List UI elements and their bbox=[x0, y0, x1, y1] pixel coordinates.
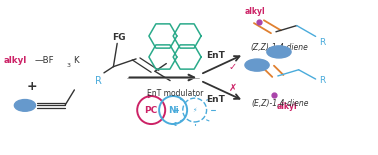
Text: K: K bbox=[73, 56, 79, 65]
Text: Ni: Ni bbox=[168, 106, 178, 115]
Text: EnT: EnT bbox=[206, 95, 225, 104]
Text: alkyl: alkyl bbox=[4, 56, 27, 65]
Text: alkyl: alkyl bbox=[245, 7, 265, 16]
Ellipse shape bbox=[14, 100, 36, 111]
Text: (Z,Z)-1,4-diene: (Z,Z)-1,4-diene bbox=[251, 43, 309, 52]
Text: FG: FG bbox=[112, 33, 126, 42]
FancyArrowPatch shape bbox=[173, 123, 176, 125]
Ellipse shape bbox=[245, 59, 269, 71]
Text: —BF: —BF bbox=[35, 56, 54, 65]
Text: ✓: ✓ bbox=[228, 62, 237, 72]
Text: ⚡: ⚡ bbox=[192, 108, 197, 113]
Text: ✗: ✗ bbox=[228, 83, 237, 93]
Text: 3: 3 bbox=[67, 63, 71, 68]
Text: R: R bbox=[319, 38, 326, 47]
Text: (E,Z)-1,4-diene: (E,Z)-1,4-diene bbox=[251, 99, 308, 108]
FancyArrowPatch shape bbox=[148, 95, 151, 97]
Text: R: R bbox=[95, 76, 102, 86]
Text: EnT modulator: EnT modulator bbox=[147, 89, 203, 98]
FancyArrowPatch shape bbox=[129, 75, 194, 80]
Ellipse shape bbox=[267, 46, 291, 58]
FancyArrowPatch shape bbox=[203, 56, 239, 73]
Text: R: R bbox=[319, 76, 326, 85]
Text: EnT: EnT bbox=[206, 51, 225, 60]
Text: alkyl: alkyl bbox=[277, 102, 298, 111]
Text: PC: PC bbox=[144, 106, 158, 115]
FancyArrowPatch shape bbox=[203, 82, 239, 99]
Text: +: + bbox=[27, 80, 37, 93]
